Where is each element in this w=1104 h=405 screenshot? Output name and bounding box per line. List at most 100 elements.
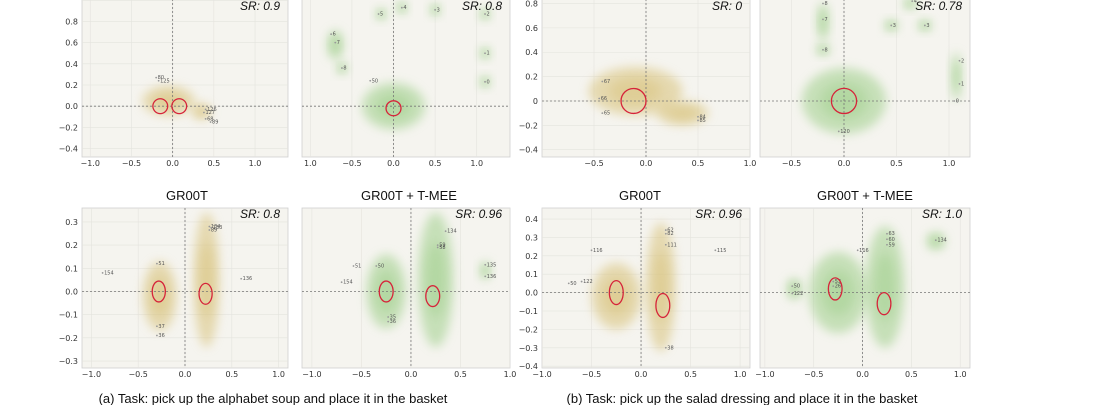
data-point	[434, 8, 437, 11]
x-tick-label: −1.0	[82, 370, 101, 379]
data-point	[484, 52, 486, 55]
focus-circle	[608, 279, 624, 306]
point-label: 6	[333, 32, 336, 38]
x-tick-label: −0.5	[782, 159, 801, 168]
focus-circle	[620, 87, 647, 115]
x-tick-label: 0.0	[166, 159, 179, 168]
data-point	[375, 265, 378, 267]
data-point	[856, 249, 859, 252]
row-title-b-left: GR00T	[619, 188, 661, 203]
plot-area	[301, 207, 511, 369]
y-tick-label: −0.2	[519, 325, 538, 334]
y-tick-label: 0.4	[525, 48, 538, 57]
y-tick-label: 0.6	[65, 39, 78, 48]
caption-b: (b) Task: pick up the salad dressing and…	[567, 391, 918, 405]
plot-inner: 67 8 5 4 3 2 1 0 50	[302, 0, 510, 157]
y-tick-label: −0.4	[519, 146, 538, 155]
data-point	[837, 130, 840, 133]
point-label: 126	[207, 107, 217, 113]
x-tick-label: −0.5	[122, 159, 141, 168]
point-label: 38	[667, 345, 673, 351]
sr-label: SR: 0.96	[455, 207, 502, 221]
panel-b-top-right: 8 7 8 4 3 3 2 1 0 120 SR: 0.78 −0.5 0.0 0.5 1.0	[759, 0, 971, 168]
point-label: 26	[835, 284, 841, 290]
point-label: 0	[487, 79, 490, 85]
x-tick-label: 0.5	[692, 159, 705, 168]
data-point	[886, 243, 888, 246]
data-point	[341, 67, 343, 69]
point-label: 111	[667, 242, 677, 248]
density-core	[930, 236, 942, 247]
point-label: 125	[160, 78, 170, 84]
panel-a-top-right: 67 8 5 4 3 2 1 0 50 SR: 0.8 1.0 −0.5 0.0 0.5 1.0	[301, 0, 511, 168]
caption-a: (a) Task: pick up the alphabet soup and …	[99, 391, 448, 405]
data-point	[934, 239, 937, 242]
y-tick-label: 0.6	[525, 24, 538, 33]
y-tick-label: 0.0	[65, 287, 78, 296]
point-label: 67	[604, 79, 610, 85]
x-tick-label: 0.0	[838, 159, 851, 168]
point-label: 8	[825, 1, 828, 7]
x-tick-label: 1.0	[954, 370, 967, 379]
point-label: 127	[205, 110, 215, 116]
point-label: 134	[937, 238, 947, 244]
x-tick-label: −0.5	[342, 159, 361, 168]
data-point	[156, 262, 158, 265]
point-label: 50	[372, 78, 378, 84]
x-tick-label: −1.0	[532, 370, 551, 379]
y-tick-label: −0.4	[519, 362, 538, 371]
x-tick-label: 0.0	[640, 159, 653, 168]
sr-label: SR: 0.78	[915, 0, 962, 13]
x-tick-label: 1.0	[470, 159, 483, 168]
focus-circle	[830, 87, 858, 115]
y-tick-label: 0.8	[65, 17, 78, 26]
point-label: 37	[158, 324, 164, 330]
y-tick-label: 0.1	[525, 270, 538, 279]
point-label: 84	[700, 114, 706, 120]
x-tick-label: −1.0	[755, 370, 774, 379]
point-label: 136	[243, 276, 253, 282]
point-label: 8	[825, 47, 828, 53]
sr-label: SR: 0.96	[695, 207, 742, 221]
data-point	[155, 76, 158, 79]
point-label: 0	[956, 98, 959, 104]
x-tick-label: −0.5	[582, 370, 601, 379]
data-point	[208, 225, 211, 228]
data-point	[911, 0, 914, 2]
density-core	[377, 10, 385, 18]
row-title-a-left: GR00T	[166, 188, 208, 203]
data-point	[590, 249, 593, 252]
density-core	[953, 63, 960, 91]
data-point	[953, 100, 956, 102]
data-point	[340, 281, 343, 284]
y-tick-label: 0.0	[65, 102, 78, 111]
data-point	[484, 275, 487, 278]
sr-label: SR: 1.0	[922, 207, 962, 221]
y-tick-label: 0	[533, 97, 538, 106]
x-tick-label: 0.0	[856, 370, 869, 379]
point-label: 8	[343, 66, 346, 72]
point-label: 120	[840, 129, 850, 135]
data-point	[601, 80, 604, 83]
point-label: 50	[794, 284, 800, 290]
data-point	[958, 83, 961, 85]
point-label: 53	[835, 279, 841, 285]
sr-label: SR: 0	[712, 0, 742, 13]
data-point	[334, 41, 337, 44]
point-label: 122	[583, 279, 593, 285]
data-point	[204, 108, 207, 111]
point-label: 36	[158, 333, 164, 339]
x-tick-label: 0.5	[890, 159, 903, 168]
y-tick-label: 0.0	[525, 289, 538, 298]
data-point	[697, 115, 699, 118]
point-label: 5	[380, 12, 383, 18]
data-point	[444, 230, 447, 233]
y-tick-label: −0.1	[519, 307, 538, 316]
point-label: 1	[961, 81, 964, 87]
